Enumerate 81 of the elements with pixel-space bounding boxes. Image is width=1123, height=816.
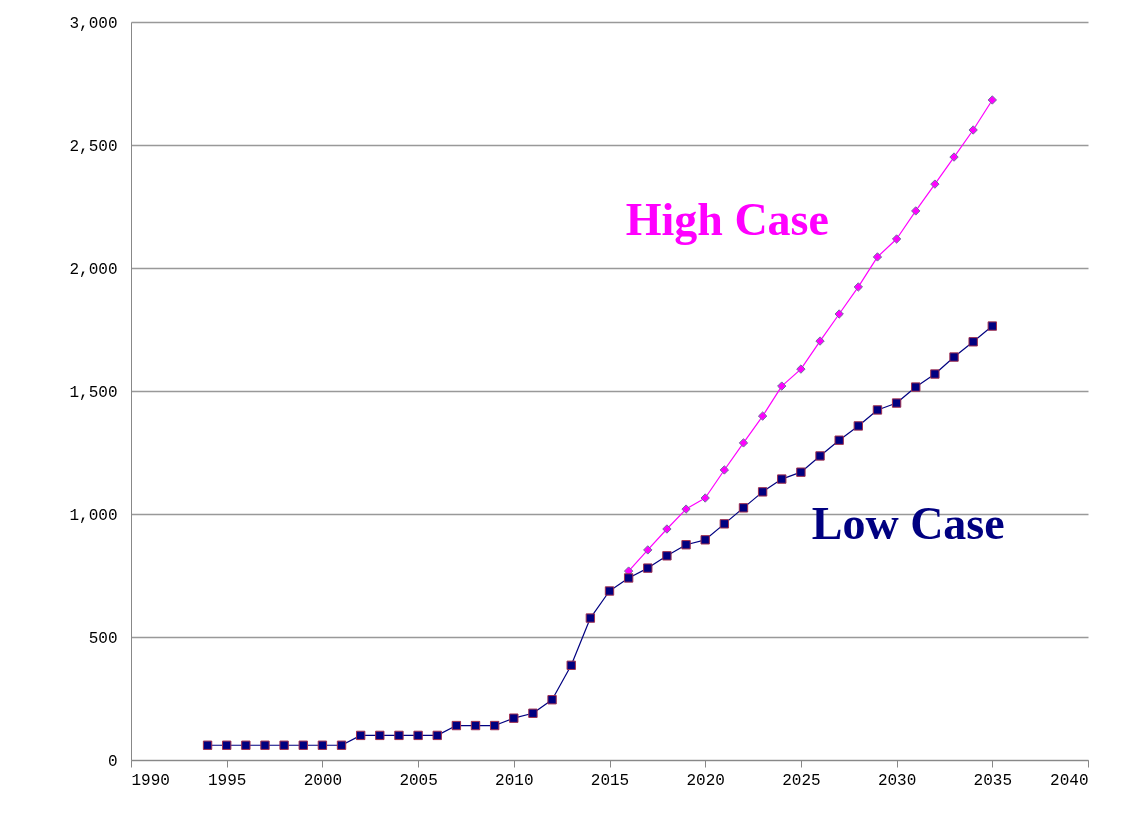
point [528, 708, 538, 718]
x-tick-label: 2030 [877, 771, 917, 790]
point [738, 503, 749, 513]
point [949, 152, 959, 162]
series-label: Low Case [811, 497, 1005, 549]
point [681, 540, 691, 550]
point [413, 730, 423, 741]
point [662, 551, 672, 561]
point [930, 179, 940, 189]
point [662, 524, 672, 534]
point [566, 660, 576, 670]
point [260, 740, 270, 750]
point [872, 405, 883, 415]
point [681, 504, 691, 514]
point [279, 740, 289, 750]
point [987, 321, 997, 331]
point [509, 713, 519, 723]
point [317, 740, 328, 750]
point [585, 613, 596, 623]
point [796, 467, 806, 477]
point [489, 720, 500, 731]
point [815, 336, 825, 346]
point [834, 309, 844, 319]
point [777, 474, 787, 484]
point [202, 740, 213, 750]
x-tick-label: 1995 [208, 771, 247, 790]
point [853, 282, 863, 292]
point [834, 435, 844, 445]
y-tick-label: 1,500 [69, 383, 118, 402]
point [336, 740, 347, 750]
y-tick-label: 2,500 [69, 137, 118, 156]
x-tick-label: 2040 [1050, 771, 1089, 790]
x-tick-label: 2035 [973, 771, 1012, 790]
point [930, 369, 940, 379]
point [911, 382, 921, 392]
point [891, 398, 902, 408]
point [298, 740, 308, 750]
point [241, 740, 251, 750]
point [222, 740, 232, 750]
point [815, 451, 825, 461]
point [394, 730, 404, 741]
point [643, 545, 653, 555]
point [911, 206, 921, 216]
point [872, 252, 883, 262]
y-tick-label: 3,000 [69, 14, 118, 33]
point [643, 563, 653, 573]
point [968, 125, 978, 135]
y-tick-label: 0 [107, 752, 118, 771]
point [719, 465, 730, 475]
x-tick-label: 2015 [590, 771, 630, 790]
point [432, 730, 442, 741]
point [949, 352, 959, 362]
x-tick-label: 2005 [399, 771, 438, 790]
point [375, 730, 385, 741]
point [547, 695, 557, 705]
y-tick-label: 2,000 [69, 260, 118, 279]
point [891, 234, 902, 244]
point [757, 487, 768, 497]
point [451, 720, 462, 731]
x-tick-label: 2020 [686, 771, 725, 790]
x-tick-label: 2000 [303, 771, 343, 790]
point [700, 535, 710, 545]
point [757, 411, 768, 421]
point [719, 519, 730, 529]
point [987, 95, 997, 105]
point [777, 381, 787, 391]
point [738, 438, 749, 448]
point [356, 730, 366, 741]
point [470, 720, 481, 731]
point [623, 573, 634, 583]
point [853, 421, 863, 431]
x-tick-label: 2025 [782, 771, 821, 790]
x-tick-label: 1990 [131, 771, 170, 790]
y-tick-label: 500 [88, 629, 118, 648]
point [700, 493, 710, 503]
point [968, 337, 978, 347]
y-tick-label: 1,000 [69, 506, 118, 525]
x-tick-label: 2010 [495, 771, 534, 790]
point [796, 364, 806, 374]
series-label: High Case [625, 193, 829, 245]
point [604, 586, 615, 596]
